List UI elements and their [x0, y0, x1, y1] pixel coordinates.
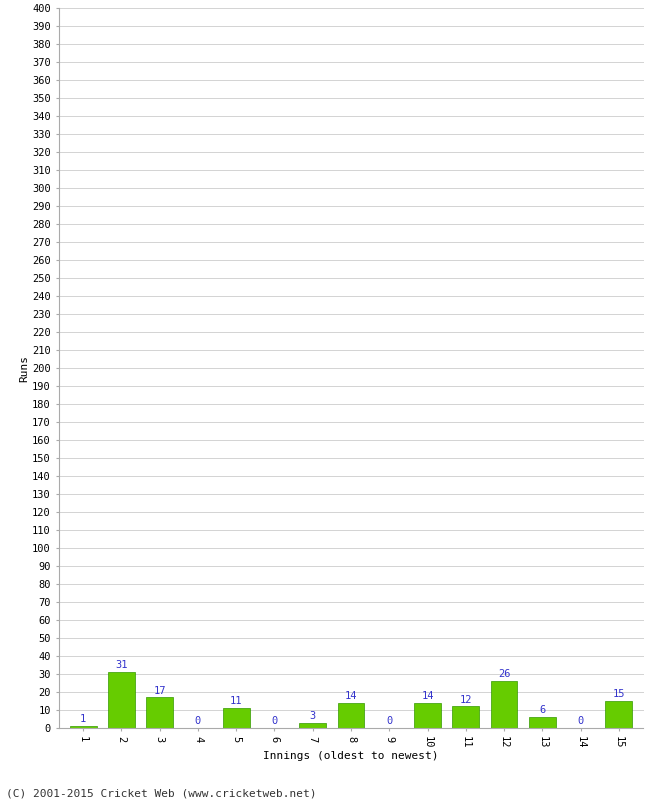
Bar	[108, 672, 135, 728]
Bar	[337, 703, 365, 728]
Text: (C) 2001-2015 Cricket Web (www.cricketweb.net): (C) 2001-2015 Cricket Web (www.cricketwe…	[6, 789, 317, 798]
Bar	[414, 703, 441, 728]
Text: 0: 0	[271, 716, 278, 726]
Bar	[491, 682, 517, 728]
X-axis label: Innings (oldest to newest): Innings (oldest to newest)	[263, 751, 439, 761]
Bar	[223, 708, 250, 728]
Text: 15: 15	[612, 690, 625, 699]
Bar	[146, 698, 173, 728]
Text: 6: 6	[540, 706, 545, 715]
Text: 0: 0	[386, 716, 393, 726]
Bar	[452, 706, 479, 728]
Text: 12: 12	[460, 694, 472, 705]
Text: 0: 0	[195, 716, 201, 726]
Text: 14: 14	[421, 691, 434, 701]
Text: 17: 17	[153, 686, 166, 696]
Text: 14: 14	[344, 691, 358, 701]
Text: 11: 11	[230, 696, 242, 706]
Text: 26: 26	[498, 670, 510, 679]
Bar	[529, 718, 556, 728]
Bar	[70, 726, 97, 728]
Text: 3: 3	[309, 711, 316, 721]
Text: 0: 0	[577, 716, 584, 726]
Text: 1: 1	[80, 714, 86, 725]
Bar	[300, 722, 326, 728]
Y-axis label: Runs: Runs	[20, 354, 29, 382]
Text: 31: 31	[115, 661, 127, 670]
Bar	[605, 701, 632, 728]
